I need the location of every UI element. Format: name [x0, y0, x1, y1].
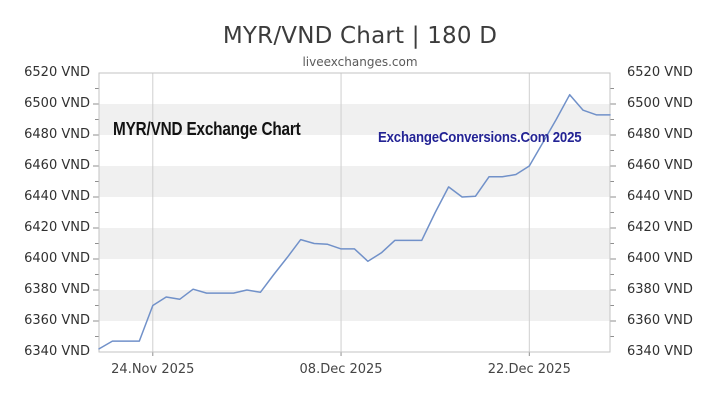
- y-axis-label-left: 6500 VND: [24, 96, 90, 111]
- x-axis-label: 08.Dec 2025: [299, 362, 383, 377]
- watermark-exchangeconversions: ExchangeConversions.Com 2025: [378, 129, 582, 146]
- y-axis-label-right: 6380 VND: [627, 282, 693, 297]
- y-axis-label-right: 6480 VND: [627, 127, 693, 142]
- y-axis-label-left: 6460 VND: [24, 158, 90, 173]
- y-axis-label-left: 6420 VND: [24, 220, 90, 235]
- y-axis-label-right: 6400 VND: [627, 251, 693, 266]
- y-axis-label-left: 6440 VND: [24, 189, 90, 204]
- y-axis-label-right: 6500 VND: [627, 96, 693, 111]
- stripe-band: [99, 290, 610, 321]
- y-axis-label-left: 6380 VND: [24, 282, 90, 297]
- exchange-rate-line-chart: [93, 72, 616, 356]
- site-subtitle: liveexchanges.com: [302, 55, 418, 69]
- stripe-band: [99, 104, 610, 135]
- y-axis-label-left: 6360 VND: [24, 313, 90, 328]
- y-axis-label-right: 6460 VND: [627, 158, 693, 173]
- x-axis-label: 24.Nov 2025: [111, 362, 195, 377]
- page-title: MYR/VND Chart | 180 D: [222, 23, 498, 49]
- plot-border: [98, 72, 611, 353]
- y-axis-label-right: 6420 VND: [627, 220, 693, 235]
- y-axis-label-left: 6340 VND: [24, 344, 90, 359]
- y-axis-label-left: 6400 VND: [24, 251, 90, 266]
- y-axis-label-right: 6340 VND: [627, 344, 693, 359]
- rate-line: [98, 93, 611, 350]
- stripe-band: [99, 228, 610, 259]
- x-axis-label: 22.Dec 2025: [487, 362, 571, 377]
- watermark-exchange-chart: MYR/VND Exchange Chart: [113, 119, 301, 139]
- y-axis-label-right: 6360 VND: [627, 313, 693, 328]
- y-axis-label-left: 6520 VND: [24, 65, 90, 80]
- y-axis-label-left: 6480 VND: [24, 127, 90, 142]
- y-axis-label-right: 6520 VND: [627, 65, 693, 80]
- plot-area: MYR/VND Exchange Chart ExchangeConversio…: [93, 72, 616, 356]
- stripe-band: [99, 166, 610, 197]
- y-axis-label-right: 6440 VND: [627, 189, 693, 204]
